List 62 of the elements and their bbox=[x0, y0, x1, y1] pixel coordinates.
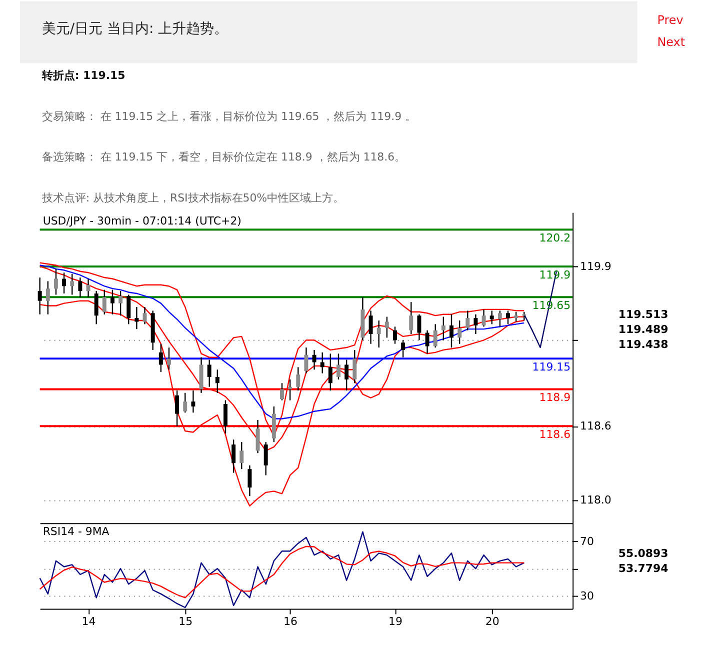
candlestick bbox=[506, 310, 510, 325]
y-tick-label: 118.6 bbox=[580, 420, 612, 433]
text: Prev bbox=[657, 13, 684, 28]
text: 备选策略： 在 119.15 下，看空，目标价位定在 118.9 ，然后为 118.6。 bbox=[42, 150, 406, 164]
candlestick bbox=[376, 320, 381, 348]
candlestick bbox=[62, 272, 66, 294]
candlestick bbox=[223, 400, 228, 434]
candlestick bbox=[78, 276, 82, 298]
text: 119.489 bbox=[618, 322, 668, 336]
candlestick bbox=[150, 310, 155, 351]
candlestick bbox=[312, 349, 316, 370]
y-tick-label: 70 bbox=[580, 534, 594, 548]
y-tick-label: 119.9 bbox=[580, 260, 612, 273]
x-tick-label: 14 bbox=[82, 615, 96, 628]
candlestick bbox=[158, 343, 163, 373]
candlestick bbox=[215, 369, 220, 394]
candlestick bbox=[126, 294, 131, 325]
text: 119.513 bbox=[618, 308, 668, 321]
candlestick bbox=[207, 359, 212, 388]
candlestick bbox=[175, 390, 180, 427]
candlestick bbox=[38, 276, 42, 315]
chart-title: USD/JPY - 30min - 07:01:14 (UTC+2) bbox=[42, 214, 242, 228]
text: 美元/日元 当日内: 上升趋势。 bbox=[42, 21, 228, 38]
ref-line-label: 118.6 bbox=[539, 428, 571, 442]
candlestick bbox=[191, 390, 196, 414]
text: 55.0893 bbox=[618, 546, 668, 560]
text: Next bbox=[657, 35, 686, 50]
text: 技术点评: 从技术角度上，RSI技术指标在50%中性区域上方。 bbox=[40, 191, 344, 204]
candlestick bbox=[474, 314, 478, 335]
x-tick-label: 16 bbox=[284, 615, 298, 628]
candlestick bbox=[94, 290, 98, 325]
candlestick bbox=[328, 353, 332, 392]
text: 转折点: 119.15 bbox=[40, 68, 126, 82]
line-series bbox=[39, 546, 525, 598]
y-tick-label: 30 bbox=[580, 589, 594, 602]
candlestick bbox=[417, 314, 422, 341]
ref-line-label: 119.15 bbox=[532, 360, 571, 374]
candlestick bbox=[134, 306, 139, 330]
candlestick bbox=[450, 314, 454, 348]
candlestick bbox=[344, 359, 349, 392]
x-tick-label: 20 bbox=[485, 615, 500, 628]
candlestick bbox=[320, 352, 324, 374]
x-tick-label: 19 bbox=[388, 615, 402, 628]
chart-title: RSI14 - 9MA bbox=[42, 525, 110, 538]
candlestick bbox=[401, 340, 406, 358]
ref-line-label: 118.9 bbox=[539, 391, 571, 404]
x-tick-label: 15 bbox=[178, 615, 193, 628]
candlestick bbox=[490, 310, 494, 325]
candlestick bbox=[425, 330, 430, 354]
candlestick bbox=[368, 310, 373, 344]
candlestick bbox=[232, 439, 236, 474]
candlestick bbox=[264, 441, 268, 476]
candlestick bbox=[392, 326, 397, 344]
candlestick bbox=[288, 378, 292, 401]
ref-line-label: 120.2 bbox=[539, 232, 571, 245]
candlestick bbox=[110, 289, 114, 315]
text: 53.7794 bbox=[618, 562, 669, 575]
candlestick bbox=[514, 311, 518, 322]
text: 交易策略： 在 119.15 之上，看涨，目标价位为 119.65 ，然后为 119.9 。 bbox=[42, 110, 416, 123]
text: 119.438 bbox=[618, 338, 668, 351]
candlestick bbox=[248, 464, 252, 497]
y-tick-label: 118.0 bbox=[580, 493, 612, 506]
